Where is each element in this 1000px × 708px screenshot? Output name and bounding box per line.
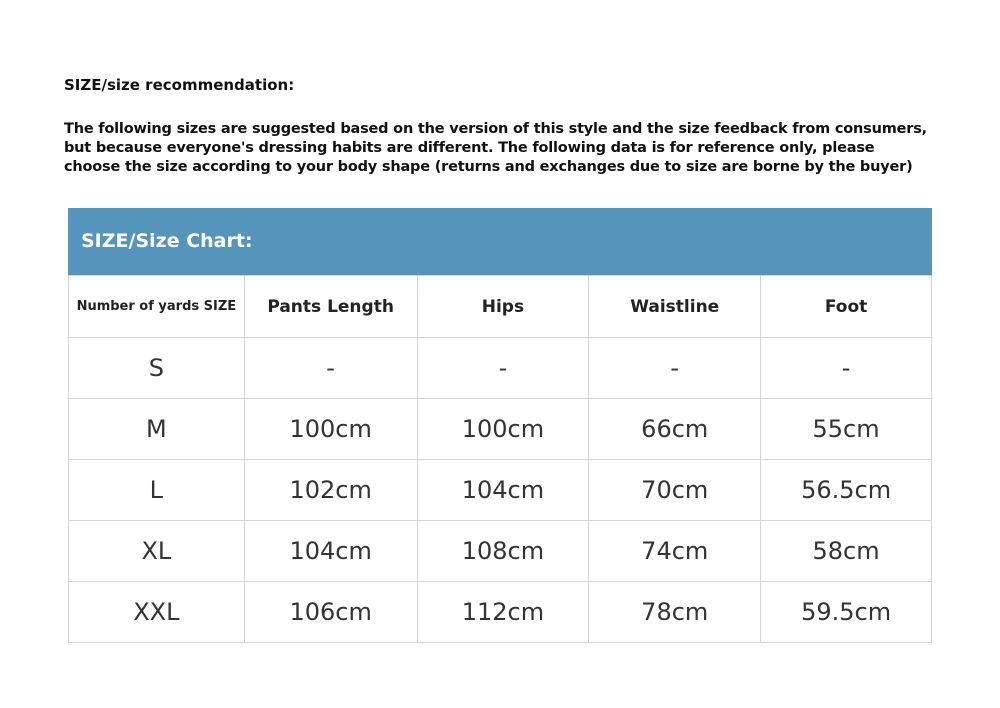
intro-text: The following sizes are suggested based …	[64, 120, 944, 177]
table-cell: -	[760, 337, 932, 399]
column-header: Pants Length	[243, 275, 418, 338]
table-cell: -	[588, 337, 762, 399]
table-cell: 66cm	[588, 398, 762, 460]
table-cell: 58cm	[760, 520, 932, 582]
table-cell: 56.5cm	[760, 459, 932, 521]
intro-line: choose the size according to your body s…	[64, 159, 913, 175]
column-header: Foot	[760, 275, 932, 338]
table-cell: XXL	[68, 581, 245, 643]
table-cell: L	[68, 459, 245, 521]
intro-line: The following sizes are suggested based …	[64, 121, 927, 137]
table-cell: XL	[68, 520, 245, 582]
table-cell: 106cm	[243, 581, 418, 643]
column-header: Waistline	[588, 275, 762, 338]
table-cell: M	[68, 398, 245, 460]
table-cell: -	[243, 337, 418, 399]
column-header: Number of yards SIZE	[68, 275, 245, 338]
table-cell: S	[68, 337, 245, 399]
table-cell: 74cm	[588, 520, 762, 582]
column-header: Hips	[416, 275, 590, 338]
table-row: L 102cm 104cm 70cm 56.5cm	[68, 459, 932, 521]
table-cell: 102cm	[243, 459, 418, 521]
table-row: XXL 106cm 112cm 78cm 59.5cm	[68, 581, 932, 643]
size-table: Number of yards SIZE Pants Length Hips Wais…	[68, 275, 932, 643]
table-header-row: Number of yards SIZE Pants Length Hips Wais…	[68, 275, 932, 338]
table-row: XL 104cm 108cm 74cm 58cm	[68, 520, 932, 582]
intro-line: but because everyone's dressing habits a…	[64, 140, 875, 156]
table-cell: 70cm	[588, 459, 762, 521]
table-cell: 55cm	[760, 398, 932, 460]
section-title: SIZE/size recommendation:	[64, 76, 295, 94]
table-row: S----	[68, 337, 932, 399]
table-cell: 104cm	[243, 520, 418, 582]
size-chart-header: SIZE/Size Chart:	[68, 208, 932, 275]
table-cell: 112cm	[416, 581, 590, 643]
table-cell: 104cm	[416, 459, 590, 521]
table-cell: 100cm	[243, 398, 418, 460]
table-row: M 100cm 100cm 66cm 55cm	[68, 398, 932, 460]
table-cell: 59.5cm	[760, 581, 932, 643]
table-cell: -	[416, 337, 590, 399]
table-cell: 78cm	[588, 581, 762, 643]
table-cell: 108cm	[416, 520, 590, 582]
table-cell: 100cm	[416, 398, 590, 460]
